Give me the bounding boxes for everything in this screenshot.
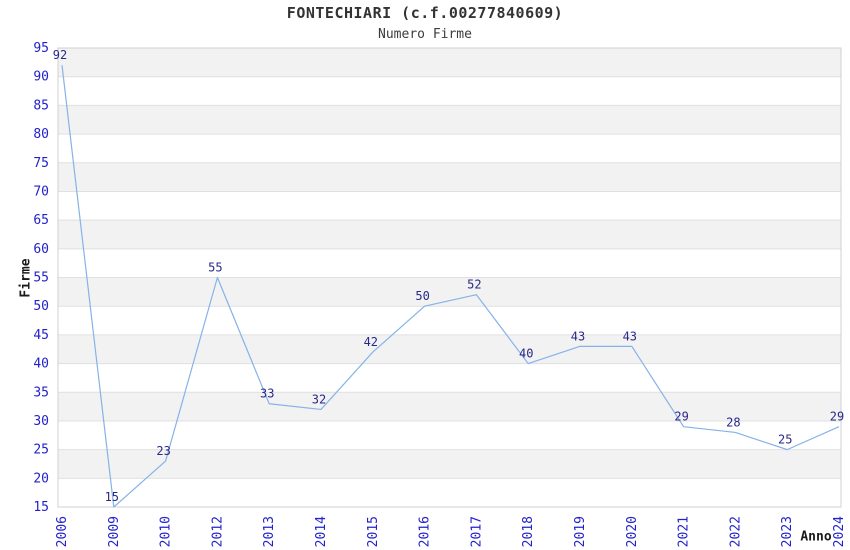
plot-band [58, 478, 841, 507]
plot-band [58, 162, 841, 192]
plot-band [58, 105, 841, 135]
y-tick-label: 45 [33, 328, 49, 343]
x-tick-label: 2014 [314, 516, 329, 547]
plot-band [58, 420, 841, 450]
chart-title: FONTECHIARI (c.f.00277840609) [286, 4, 564, 22]
chart-subtitle: Numero Firme [378, 27, 472, 42]
x-tick-label: 2023 [780, 516, 795, 547]
y-tick-label: 50 [33, 299, 49, 314]
data-line [61, 65, 840, 508]
y-tick-label: 30 [33, 414, 49, 429]
data-point-label: 40 [519, 347, 533, 361]
y-tick-label: 60 [33, 242, 49, 257]
y-tick-label: 55 [33, 271, 49, 286]
plot-band [58, 363, 841, 393]
plot-band [58, 334, 841, 364]
y-tick-label: 40 [33, 357, 49, 372]
x-tick-label: 2016 [418, 516, 433, 547]
plot-band [58, 134, 841, 163]
y-tick-label: 25 [33, 443, 49, 458]
data-point-label: 25 [778, 433, 792, 447]
x-tick-label: 2009 [107, 516, 122, 547]
plot-border [57, 47, 842, 508]
data-point-label: 28 [726, 415, 740, 429]
x-tick-label: 2010 [159, 516, 174, 547]
plot-band [58, 248, 841, 278]
x-tick-label: 2024 [832, 516, 847, 547]
y-axis-label: Firme [18, 258, 34, 298]
data-point-label: 42 [364, 335, 378, 349]
y-tick-label: 35 [33, 385, 49, 400]
x-tick-label: 2022 [728, 516, 743, 547]
x-tick-label: 2021 [677, 516, 692, 547]
x-tick-label: 2015 [366, 516, 381, 547]
x-tick-label: 2018 [521, 516, 536, 547]
y-tick-label: 95 [33, 41, 49, 56]
plot-band [58, 48, 841, 77]
data-point-label: 32 [312, 392, 326, 406]
y-tick-label: 75 [33, 156, 49, 171]
x-tick-label: 2006 [55, 516, 70, 547]
x-tick-label: 2019 [573, 516, 588, 547]
x-tick-label: 2020 [625, 516, 640, 547]
data-point-label: 52 [467, 278, 481, 292]
plot-band [58, 220, 841, 249]
data-point-label: 43 [571, 329, 585, 343]
y-tick-label: 85 [33, 98, 49, 113]
plot-band [58, 392, 841, 421]
x-tick-label: 2017 [469, 516, 484, 547]
data-point-label: 92 [53, 48, 67, 62]
data-point-label: 23 [156, 444, 170, 458]
x-tick-label: 2012 [210, 516, 225, 547]
plot-band [58, 191, 841, 221]
y-tick-label: 20 [33, 471, 49, 486]
plot-band [58, 449, 841, 479]
plot-band [58, 306, 841, 335]
data-point-label: 29 [830, 410, 844, 424]
x-axis-label: Anno [800, 529, 832, 545]
y-tick-label: 70 [33, 184, 49, 199]
data-point-label: 43 [623, 329, 637, 343]
data-point-label: 15 [105, 490, 119, 504]
y-tick-label: 90 [33, 70, 49, 85]
data-point-label: 55 [208, 261, 222, 275]
data-point-label: 33 [260, 387, 274, 401]
plot-band [58, 76, 841, 106]
y-tick-label: 65 [33, 213, 49, 228]
y-tick-label: 15 [33, 500, 49, 515]
y-tick-label: 80 [33, 127, 49, 142]
data-point-label: 29 [674, 410, 688, 424]
x-tick-label: 2013 [262, 516, 277, 547]
data-point-label: 50 [415, 289, 429, 303]
plot-band [58, 277, 841, 307]
